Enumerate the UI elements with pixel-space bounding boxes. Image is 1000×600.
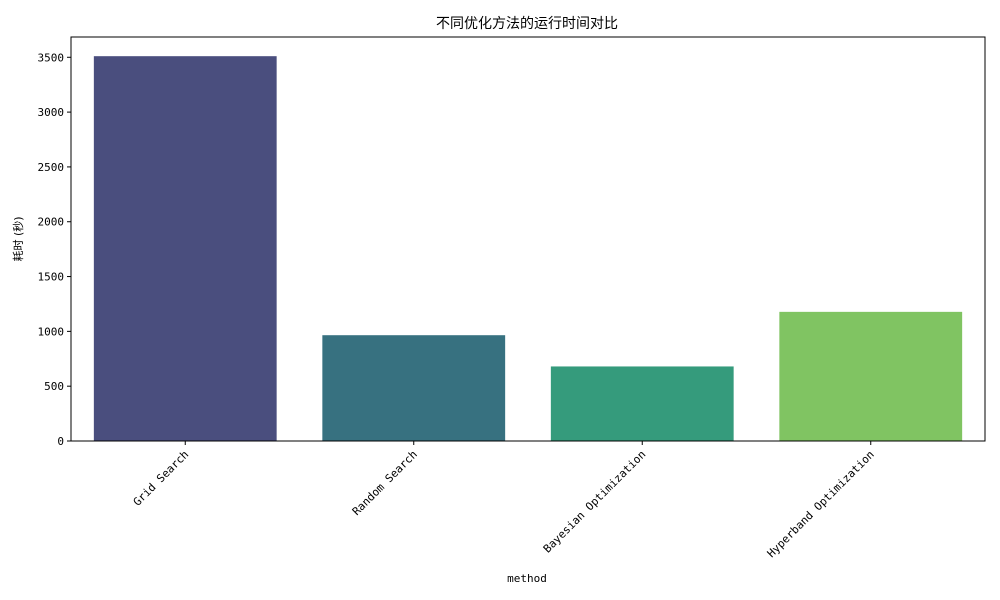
y-tick-label: 0 xyxy=(57,435,64,448)
y-tick-label: 2500 xyxy=(38,161,65,174)
y-tick-label: 1500 xyxy=(38,271,65,284)
y-tick-label: 1000 xyxy=(38,325,65,338)
y-axis-ticks: 0 500 1000 1500 2000 2500 3000 3500 xyxy=(38,51,71,448)
plot-frame xyxy=(70,36,986,442)
x-tick-label: Hyperband Optimization xyxy=(765,448,877,560)
y-tick-label: 2000 xyxy=(38,216,65,229)
bar-1 xyxy=(322,335,506,441)
y-tick-label: 500 xyxy=(44,380,64,393)
x-tick-label: Random Search xyxy=(350,448,420,518)
bar-3 xyxy=(779,311,963,441)
x-tick-label: Grid Search xyxy=(131,448,192,509)
bar-0 xyxy=(93,56,277,442)
y-tick-label: 3000 xyxy=(38,106,65,119)
chart-title: 不同优化方法的运行时间对比 xyxy=(436,16,618,32)
x-axis-label: method xyxy=(507,572,547,585)
x-axis-ticks: Grid Search Random Search Bayesian Optimiz… xyxy=(131,441,877,560)
y-axis-label: 耗时 (秒) xyxy=(11,216,25,261)
bars-group xyxy=(93,56,963,442)
bar-2 xyxy=(550,366,734,441)
y-tick-label: 3500 xyxy=(38,51,65,64)
x-tick-label: Bayesian Optimization xyxy=(541,448,649,556)
